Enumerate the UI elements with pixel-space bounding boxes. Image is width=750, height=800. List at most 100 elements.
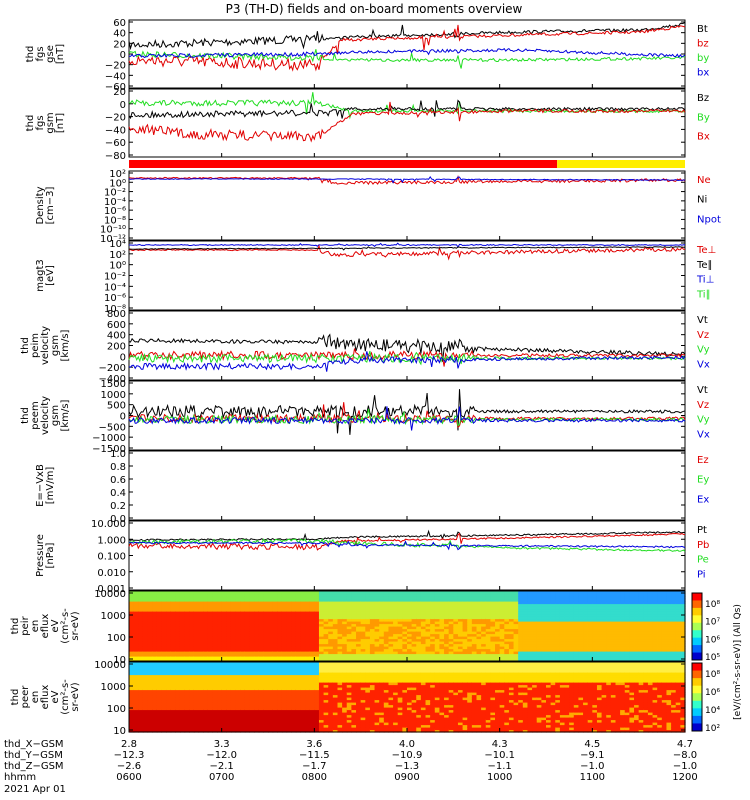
spectrogram-cell	[471, 636, 478, 640]
spectrogram-cell	[332, 687, 339, 691]
spectrogram-cell	[179, 669, 186, 673]
spectrogram-cell	[300, 628, 306, 632]
spectrogram-cell	[207, 598, 213, 602]
spectrogram-cell	[416, 656, 422, 660]
spectrogram-cell	[175, 603, 181, 607]
spectrogram-cell	[476, 653, 482, 657]
spectrogram-cell	[550, 608, 556, 612]
spectrogram-cell	[332, 636, 339, 640]
spectrogram-cell	[166, 667, 172, 671]
spectrogram-cell	[244, 606, 251, 610]
spectrogram-cell	[365, 618, 371, 622]
spectrogram-cell	[203, 682, 209, 686]
spectrogram-cell	[254, 684, 260, 688]
spectrogram-cell	[332, 606, 339, 610]
spectrogram-cell	[638, 623, 644, 627]
spectrogram-cell	[291, 692, 297, 696]
spectrogram-cell	[179, 628, 186, 632]
spectrogram-cell	[393, 611, 399, 615]
spectrogram-cell	[476, 641, 482, 645]
spectrogram-cell	[184, 699, 190, 703]
spectrogram-cell	[559, 611, 566, 615]
spectrogram-cell	[508, 636, 515, 640]
spectrogram-cell	[457, 591, 464, 595]
spectrogram-cell	[578, 643, 584, 647]
spectrogram-cell	[161, 648, 167, 652]
spectrogram-cell	[680, 608, 686, 612]
spectrogram-cell	[332, 643, 339, 647]
spectrogram-cell	[295, 633, 302, 637]
spectrogram-cell	[671, 591, 677, 595]
spectrogram-cell	[569, 596, 575, 600]
spectrogram-cell	[369, 613, 376, 617]
spectrogram-cell	[369, 611, 376, 615]
spectrogram-cell	[527, 598, 533, 602]
spectrogram-cell	[346, 631, 352, 635]
spectrogram-cell	[453, 638, 459, 642]
spectrogram-cell	[550, 613, 556, 617]
spectrogram-cell	[198, 633, 204, 637]
spectrogram-cell	[263, 704, 269, 708]
spectrogram-cell	[152, 596, 158, 600]
spectrogram-cell	[457, 623, 464, 627]
spectrogram-cell	[420, 651, 427, 655]
spectrogram-cell	[337, 623, 343, 627]
spectrogram-cell	[184, 674, 190, 678]
spectrogram-cell	[499, 621, 505, 625]
spectrogram-cell	[332, 651, 339, 655]
spectrogram-cell	[254, 593, 260, 597]
spectrogram-cell	[217, 598, 223, 602]
spectrogram-cell	[657, 623, 663, 627]
spectrogram-cell	[281, 682, 288, 686]
spectrogram-cell	[643, 626, 649, 630]
spectrogram-cell	[272, 636, 278, 640]
spectrogram-cell	[198, 667, 204, 671]
spectrogram-cell	[170, 601, 176, 605]
spectrogram-cell	[184, 593, 190, 597]
spectrogram-cell	[161, 651, 167, 655]
spectrogram-cell	[467, 621, 473, 625]
spectrogram-cell	[179, 641, 186, 645]
spectrogram-cell	[481, 598, 487, 602]
spectrogram-cell	[226, 719, 232, 723]
spectrogram-cell	[420, 636, 427, 640]
spectrogram-cell	[504, 646, 510, 650]
spectrogram-cell	[244, 636, 251, 640]
spectrogram-cell	[444, 651, 450, 655]
spectrogram-cell	[596, 626, 603, 630]
spectrogram-cell	[513, 591, 519, 595]
spectrogram-cell	[203, 717, 209, 721]
spectrogram-cell	[198, 709, 204, 713]
spectrogram-cell	[397, 653, 403, 657]
spectrogram-cell	[217, 714, 223, 718]
spectrogram-cell	[351, 638, 357, 642]
spectrogram-cell	[499, 596, 505, 600]
spectrogram-cell	[147, 689, 153, 693]
spectrogram-cell	[207, 646, 213, 650]
spectrogram-cell	[471, 648, 478, 652]
spectrogram-cell	[272, 641, 278, 645]
spectrogram-cell	[212, 702, 218, 706]
spectrogram-cell	[142, 596, 149, 600]
spectrogram-cell	[666, 658, 672, 662]
spectrogram-cell	[332, 684, 339, 688]
spectrogram-cell	[235, 636, 241, 640]
spectrogram-cell	[671, 656, 677, 660]
spectrogram-cell	[638, 646, 644, 650]
legend-label: Pt	[697, 525, 707, 536]
spectrogram-cell	[129, 707, 135, 711]
spectrogram-cell	[184, 724, 190, 728]
spectrogram-cell	[235, 662, 241, 666]
spectrogram-cell	[499, 598, 505, 602]
spectrogram-cell	[244, 677, 251, 681]
spectrogram-cell	[369, 628, 376, 632]
spectrogram-cell	[495, 636, 501, 640]
spectrogram-cell	[369, 633, 376, 637]
spectrogram-cell	[541, 618, 547, 622]
spectrogram-cell	[268, 704, 274, 708]
spectrogram-cell	[166, 613, 172, 617]
spectrogram-cell	[175, 618, 181, 622]
spectrogram-cell	[240, 621, 246, 625]
spectrogram-cell	[518, 643, 524, 647]
